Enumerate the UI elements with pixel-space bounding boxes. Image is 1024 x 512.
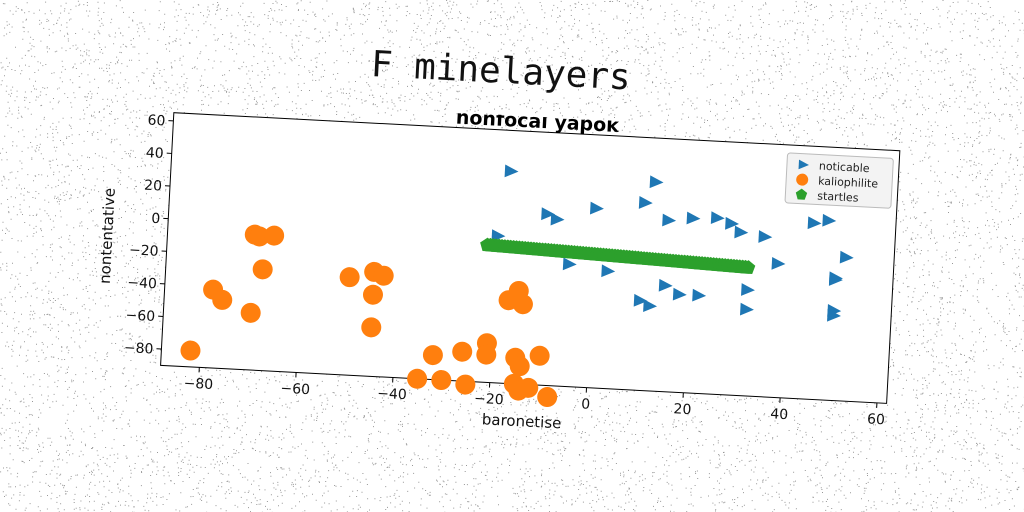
x-tick-label: 60: [867, 411, 886, 428]
scatter-point: [537, 387, 558, 408]
scatter-chart: nonfocal yapok−80 −60 −40 −20 0 20 40 606040200…: [96, 106, 901, 432]
scatter-point: [212, 289, 233, 310]
x-tick-label: −80: [183, 376, 213, 394]
scatter-point: [828, 273, 843, 286]
scatter-point: [476, 344, 497, 365]
x-tick-label: −20: [474, 391, 504, 409]
x-tick-label: 40: [770, 406, 789, 423]
scatter-point: [512, 294, 533, 315]
scatter-point: [741, 260, 756, 274]
legend-label: kaliophilite: [818, 175, 879, 191]
scatter-point: [361, 317, 382, 338]
y-axis-label: nontentative: [96, 187, 119, 284]
legend-marker: [796, 173, 809, 186]
y-tick-label: 60: [147, 112, 166, 129]
scatter-point: [264, 225, 285, 246]
x-tick-label: 0: [581, 396, 591, 412]
scatter-point: [518, 377, 539, 398]
scatter-point: [407, 368, 428, 389]
scatter-point: [491, 229, 506, 242]
y-tick-label: −60: [125, 307, 155, 325]
scatter-point: [431, 370, 452, 391]
scatter-point: [662, 213, 677, 227]
scatter-point: [455, 374, 476, 395]
y-tick-label: −20: [129, 242, 159, 260]
y-tick-label: 40: [145, 145, 164, 162]
scatter-point: [771, 256, 786, 270]
legend-marker: [798, 159, 809, 170]
series-kaliophilite: [180, 224, 558, 408]
scatter-point: [589, 201, 604, 215]
scatter-point: [686, 211, 701, 225]
scatter-point: [240, 302, 261, 323]
scatter-point: [509, 356, 530, 377]
x-axis-label: baronetise: [481, 410, 561, 432]
series-noticable: [491, 164, 854, 322]
x-tick-label: −60: [280, 381, 310, 399]
scatter-point: [658, 278, 673, 292]
scatter-point: [249, 226, 270, 247]
scatter-point: [758, 230, 773, 243]
scatter-point: [252, 259, 273, 280]
scatter-point: [180, 340, 201, 361]
legend-box: [784, 152, 894, 209]
scatter-point: [827, 308, 841, 322]
scatter-point: [692, 288, 707, 302]
x-tick-label: 20: [673, 401, 692, 418]
y-tick-label: −80: [123, 340, 153, 358]
scatter-point: [643, 299, 658, 313]
scatter-point: [504, 164, 519, 178]
scatter-point: [710, 211, 725, 225]
scatter-point: [529, 345, 550, 366]
y-tick-label: 0: [151, 211, 161, 227]
series-startles: [480, 237, 756, 274]
chart-container: nonfocal yapok −80 −60 −40 −20 0 20 40 60 60 40 20 0…: [71, 93, 928, 486]
scatter-point: [672, 287, 687, 301]
legend-marker: [795, 188, 808, 200]
scatter-point: [541, 207, 556, 221]
scatter-point: [452, 341, 473, 362]
scatter-point: [649, 175, 664, 189]
scatter-point: [601, 264, 616, 278]
scatter-point: [725, 216, 739, 230]
scatter-point: [734, 225, 749, 239]
scatter-point: [562, 257, 577, 271]
scatter-point: [362, 284, 383, 305]
legend-label: noticable: [819, 160, 871, 176]
x-tick-label: −40: [377, 386, 407, 404]
scatter-point: [373, 265, 394, 286]
scatter-point: [550, 212, 565, 226]
scatter-point: [822, 213, 837, 227]
scatter-point: [807, 216, 822, 230]
y-tick-label: −40: [127, 275, 157, 293]
scatter-point: [638, 196, 653, 209]
legend-label: startles: [817, 189, 859, 204]
scatter-point: [633, 293, 648, 307]
y-tick-label: 20: [144, 178, 163, 195]
scatter-point: [741, 283, 755, 296]
scatter-point: [422, 345, 443, 366]
data-marks: [180, 164, 854, 408]
scatter-point: [839, 250, 854, 264]
scatter-point: [739, 302, 754, 316]
scatter-point: [339, 267, 360, 288]
